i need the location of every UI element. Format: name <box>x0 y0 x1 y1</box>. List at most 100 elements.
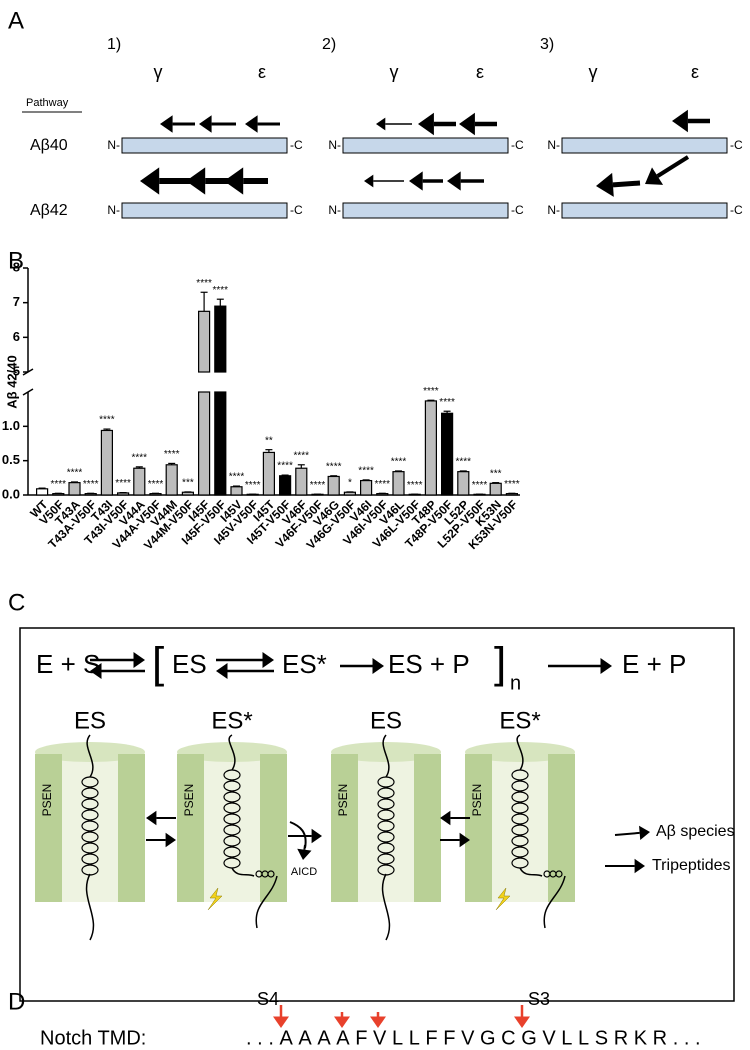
protein-label: PSEN <box>40 784 54 817</box>
arrow-head <box>334 1016 350 1028</box>
bar <box>230 486 243 496</box>
cylinder-wall <box>35 754 62 902</box>
bar <box>327 475 340 496</box>
significance: **** <box>213 285 229 296</box>
significance: *** <box>182 478 194 489</box>
protein-label: PSEN <box>182 784 196 817</box>
arrow-head <box>370 1016 386 1028</box>
arrow-head <box>514 1016 530 1028</box>
arrow-head <box>199 115 212 133</box>
significance: **** <box>196 278 212 289</box>
helix-turn <box>377 831 395 843</box>
cleavage-site: S4 <box>257 989 279 1009</box>
significance: **** <box>375 479 391 490</box>
terminus: -C <box>511 138 524 152</box>
panel-label: D <box>8 988 25 1015</box>
catalysis-bolt <box>495 887 511 911</box>
cylinder-wall <box>548 754 575 902</box>
bar <box>68 482 81 496</box>
site-label: ε <box>258 62 266 82</box>
complex: ES <box>172 649 207 679</box>
bar <box>295 467 308 496</box>
column-label: 1) <box>107 36 121 53</box>
bar <box>181 491 194 496</box>
helix-turn <box>511 780 529 792</box>
peptide-bar <box>342 137 509 154</box>
bar <box>489 482 502 496</box>
arrow-head <box>376 117 386 131</box>
helix-turn <box>377 787 395 799</box>
terminus: N- <box>328 203 341 217</box>
arrow-head <box>216 663 228 679</box>
helix-turn <box>377 853 395 865</box>
site-label: γ <box>589 62 598 82</box>
y-tick-label: 5 <box>13 363 20 378</box>
arrow-head <box>140 167 160 195</box>
peptide <box>382 734 390 778</box>
helix-turn <box>511 802 529 814</box>
significance: **** <box>115 478 131 489</box>
terminus: -C <box>290 138 303 152</box>
bar <box>279 475 292 496</box>
helix-turn <box>223 846 241 858</box>
arrow-shaft <box>614 831 640 836</box>
peptide-bar <box>561 202 728 219</box>
cylinder-top <box>465 742 575 762</box>
significance: **** <box>277 461 293 472</box>
significance: **** <box>148 479 164 490</box>
significance: **** <box>358 466 374 477</box>
state-label: ES <box>370 707 402 734</box>
y-tick-label: 8 <box>13 259 20 274</box>
state-label: ES* <box>499 707 540 734</box>
arrow-head <box>224 167 244 195</box>
released-label: AICD <box>291 866 317 878</box>
pathway-heading: Pathway <box>26 97 69 109</box>
cylinder-wall <box>331 754 358 902</box>
terminus: -C <box>730 138 743 152</box>
catalysis-bolt <box>207 887 223 911</box>
cylinder-wall <box>260 754 287 902</box>
arrow-head <box>600 658 612 674</box>
helix-turn <box>511 846 529 858</box>
panel-label: A <box>8 7 24 34</box>
significance: **** <box>472 480 488 491</box>
arrow-head <box>146 810 157 826</box>
terminus: N- <box>547 138 560 152</box>
bar <box>165 464 178 496</box>
peptide <box>519 867 543 877</box>
significance: **** <box>229 472 245 483</box>
state-label: ES <box>74 707 106 734</box>
peptide <box>231 867 255 877</box>
bar <box>198 310 211 373</box>
sequence: ...AAAAFVLLFFVGCGVLLSRKR... <box>246 1027 706 1049</box>
bar <box>214 391 227 496</box>
helix-turn <box>81 820 99 832</box>
helix-turn <box>511 824 529 836</box>
terminus: -C <box>730 203 743 217</box>
y-axis-label: Aβ 42/40 <box>4 355 19 408</box>
bar <box>262 451 275 496</box>
significance: **** <box>423 386 439 397</box>
helix-turn <box>223 835 241 847</box>
peptide <box>255 875 278 929</box>
state-label: ES* <box>211 707 252 734</box>
helix-turn <box>377 798 395 810</box>
intermediate: ES + P <box>388 649 470 679</box>
bar <box>133 467 146 496</box>
bar <box>360 479 373 496</box>
arrow-head <box>409 171 423 191</box>
arrow-head <box>645 167 664 185</box>
helix-turn <box>377 842 395 854</box>
arrow-head <box>273 1016 289 1028</box>
significance: **** <box>67 468 83 479</box>
helix-turn <box>511 835 529 847</box>
significance: **** <box>99 415 115 426</box>
peptide-bar <box>121 137 288 154</box>
arrow-head <box>440 810 451 826</box>
site-label: ε <box>476 62 484 82</box>
significance: **** <box>51 479 67 490</box>
terminus: N- <box>547 203 560 217</box>
helix-turn <box>511 791 529 803</box>
significance: **** <box>407 480 423 491</box>
arrow-shaft <box>289 821 307 849</box>
